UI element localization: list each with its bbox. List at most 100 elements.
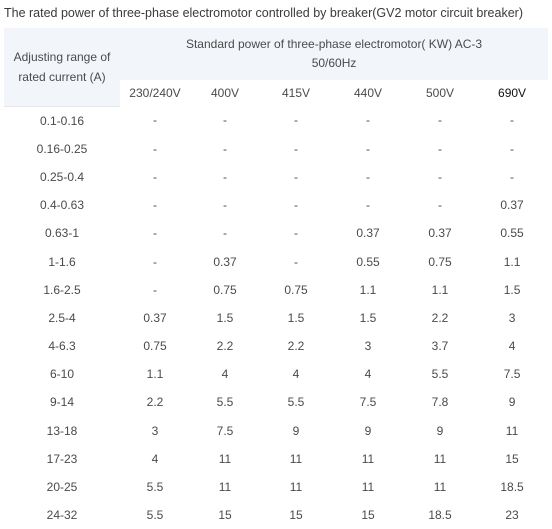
power-value-cell: - — [366, 169, 370, 184]
power-value-cell: 4 — [151, 451, 159, 466]
voltage-header-415v: 415V — [260, 80, 332, 106]
current-range-cell: 0.25-0.4 — [39, 169, 85, 184]
power-value-cell: 7.5 — [503, 367, 521, 382]
power-value-cell: - — [438, 141, 442, 156]
power-value-cell: 23 — [505, 508, 519, 523]
power-value-cell: 11 — [289, 451, 303, 466]
table-row: 6-10 1.1 4 4 4 5.5 7.5 — [4, 360, 548, 388]
power-value-cell: - — [366, 113, 370, 128]
power-value-cell: - — [366, 141, 370, 156]
table-row: 4-6.3 0.75 2.2 2.2 3 3.7 4 — [4, 332, 548, 360]
power-value-cell: - — [294, 169, 298, 184]
power-value-cell: 0.75 — [213, 282, 237, 297]
power-value-cell: - — [223, 141, 227, 156]
power-value-cell: 7.5 — [359, 395, 377, 410]
power-value-cell: - — [510, 141, 515, 156]
current-range-cell: 1.6-2.5 — [43, 282, 81, 297]
voltage-header-690v: 690V — [476, 80, 549, 106]
power-value-cell: 0.55 — [356, 254, 380, 269]
power-value-cell: - — [366, 198, 370, 213]
power-value-cell: 18.5 — [500, 480, 524, 495]
power-value-cell: 1.1 — [503, 254, 521, 269]
current-range-cell: 1-1.6 — [48, 254, 76, 269]
table-caption: The rated power of three-phase electromo… — [4, 6, 523, 20]
table-row: 0.25-0.4 - - - - - - — [4, 163, 548, 191]
power-value-cell: 3 — [364, 339, 372, 354]
power-value-cell: - — [153, 282, 157, 297]
power-value-cell: 0.75 — [143, 339, 167, 354]
power-value-cell: 4 — [508, 339, 516, 354]
power-value-cell: 11 — [505, 423, 519, 438]
power-value-cell: 1.1 — [359, 282, 377, 297]
table-row: 0.4-0.63 - - - - - 0.37 — [4, 191, 548, 219]
current-range-cell: 0.16-0.25 — [36, 141, 88, 156]
power-value-cell: - — [153, 198, 157, 213]
power-value-cell: 2.2 — [431, 310, 449, 325]
power-value-cell: 9 — [508, 395, 516, 410]
power-value-cell: 0.37 — [428, 226, 452, 241]
power-value-cell: 15 — [505, 451, 519, 466]
power-value-cell: 11 — [433, 480, 447, 495]
power-value-cell: 4 — [364, 367, 372, 382]
power-value-cell: 5.5 — [146, 480, 164, 495]
power-value-cell: 15 — [218, 508, 232, 523]
power-value-cell: 9 — [292, 423, 300, 438]
range-header-line1: Adjusting range of — [13, 49, 111, 64]
standard-header-line1: Standard power of three-phase electromot… — [185, 37, 483, 51]
current-range-cell: 24-32 — [46, 508, 78, 523]
power-value-cell: - — [294, 198, 298, 213]
power-value-cell: - — [223, 169, 227, 184]
power-value-cell: 1.1 — [146, 367, 164, 382]
power-value-cell: 0.37 — [143, 310, 167, 325]
table-row: 9-14 2.2 5.5 5.5 7.5 7.8 9 — [4, 388, 548, 416]
motor-power-table: Adjusting range of rated current (A) Sta… — [4, 28, 549, 529]
power-value-cell: 11 — [361, 480, 375, 495]
table-row: 17-23 4 11 11 11 11 15 — [4, 445, 548, 473]
power-value-cell: - — [510, 169, 515, 184]
power-value-cell: 7.8 — [431, 395, 449, 410]
power-value-cell: - — [294, 254, 298, 269]
power-value-cell: 11 — [433, 451, 447, 466]
power-value-cell: 11 — [289, 480, 303, 495]
current-range-cell: 13-18 — [46, 423, 78, 438]
power-value-cell: - — [438, 169, 442, 184]
power-value-cell: 15 — [361, 508, 375, 523]
power-value-cell: - — [153, 141, 157, 156]
power-value-cell: 11 — [218, 480, 232, 495]
power-value-cell: - — [153, 169, 157, 184]
power-value-cell: 18.5 — [428, 508, 452, 523]
power-value-cell: 0.75 — [284, 282, 308, 297]
power-value-cell: 0.37 — [213, 254, 237, 269]
current-range-cell: 6-10 — [49, 367, 75, 382]
power-value-cell: 0.37 — [500, 198, 524, 213]
power-value-cell: - — [438, 113, 442, 128]
power-value-cell: - — [223, 113, 227, 128]
power-value-cell: 1.5 — [359, 310, 377, 325]
power-value-cell: - — [294, 141, 298, 156]
power-value-cell: 3.7 — [431, 339, 449, 354]
power-value-cell: - — [153, 226, 157, 241]
power-value-cell: 5.5 — [431, 367, 449, 382]
voltage-header-500v: 500V — [404, 80, 476, 106]
power-value-cell: - — [223, 198, 227, 213]
current-range-cell: 0.63-1 — [44, 226, 80, 241]
power-value-cell: 15 — [289, 508, 303, 523]
power-value-cell: 5.5 — [216, 395, 234, 410]
power-value-cell: 2.2 — [216, 339, 234, 354]
table-row: 0.16-0.25 - - - - - - — [4, 135, 548, 163]
power-value-cell: 4 — [292, 367, 300, 382]
power-value-cell: 4 — [221, 367, 229, 382]
power-value-cell: 3 — [151, 423, 159, 438]
current-range-cell: 0.4-0.63 — [39, 198, 85, 213]
current-range-cell: 20-25 — [46, 480, 78, 495]
power-value-cell: - — [294, 113, 298, 128]
table-body: 0.1-0.16 - - - - - - 0.16-0.25 - - - - - - 0.25-0.4 - - -… — [4, 106, 548, 529]
standard-power-header: Standard power of three-phase electromot… — [120, 28, 549, 80]
power-value-cell: 1.5 — [503, 282, 521, 297]
power-value-cell: 7.5 — [216, 423, 234, 438]
current-range-cell: 0.1-0.16 — [39, 113, 85, 128]
power-value-cell: - — [153, 113, 157, 128]
power-value-cell: 1.5 — [216, 310, 234, 325]
voltage-header-440v: 440V — [332, 80, 404, 106]
power-value-cell: - — [510, 113, 515, 128]
